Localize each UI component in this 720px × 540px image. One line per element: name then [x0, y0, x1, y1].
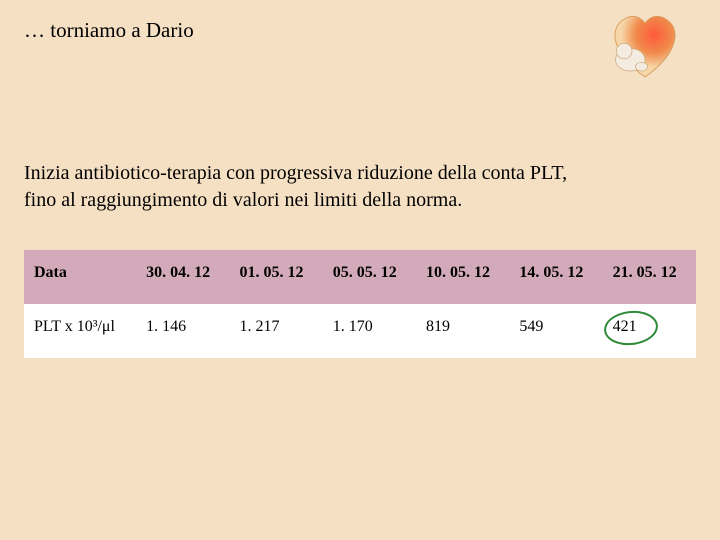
- row-label: PLT x 10³/μl: [24, 304, 136, 358]
- paragraph-line-1: Inizia antibiotico-terapia con progressi…: [24, 162, 567, 184]
- col-1: 01. 05. 12: [229, 250, 322, 304]
- col-0: 30. 04. 12: [136, 250, 229, 304]
- body-paragraph: Inizia antibiotico-terapia con progressi…: [24, 160, 680, 214]
- table-row: PLT x 10³/μl 1. 146 1. 217 1. 170 819 54…: [24, 304, 696, 358]
- cell-4: 549: [509, 304, 602, 358]
- cell-2: 1. 170: [323, 304, 416, 358]
- slide-title: … torniamo a Dario: [24, 18, 194, 43]
- paragraph-line-2: fino al raggiungimento di valori nei lim…: [24, 189, 462, 211]
- table-header-row: Data 30. 04. 12 01. 05. 12 05. 05. 12 10…: [24, 250, 696, 304]
- col-4: 14. 05. 12: [509, 250, 602, 304]
- col-3: 10. 05. 12: [416, 250, 509, 304]
- heart-baby-icon: [600, 6, 690, 84]
- cell-1: 1. 217: [229, 304, 322, 358]
- cell-5: 421: [603, 304, 696, 358]
- circled-value: 421: [613, 318, 637, 336]
- col-5: 21. 05. 12: [603, 250, 696, 304]
- header-label: Data: [24, 250, 136, 304]
- cell-3: 819: [416, 304, 509, 358]
- plt-table: Data 30. 04. 12 01. 05. 12 05. 05. 12 10…: [24, 250, 696, 358]
- col-2: 05. 05. 12: [323, 250, 416, 304]
- cell-0: 1. 146: [136, 304, 229, 358]
